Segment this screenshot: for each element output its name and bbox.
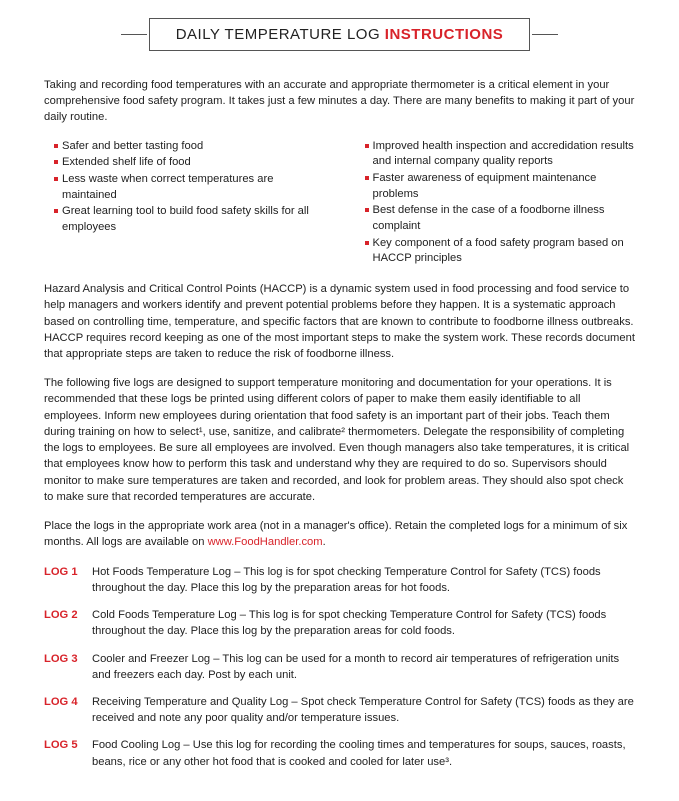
benefit-item: Great learning tool to build food safety…	[54, 204, 325, 235]
log-description: Food Cooling Log – Use this log for reco…	[92, 737, 635, 769]
title-rule-right	[532, 34, 558, 35]
benefit-item: Best defense in the case of a foodborne …	[365, 203, 636, 234]
usage-paragraph: The following five logs are designed to …	[44, 375, 635, 505]
log-description: Receiving Temperature and Quality Log – …	[92, 694, 635, 726]
benefit-item: Faster awareness of equipment maintenanc…	[365, 171, 636, 202]
placement-text-post: .	[323, 536, 326, 548]
log-item: LOG 2 Cold Foods Temperature Log – This …	[44, 607, 635, 639]
benefit-item: Key component of a food safety program b…	[365, 236, 636, 267]
benefits-columns: Safer and better tasting food Extended s…	[44, 139, 635, 268]
benefit-item: Safer and better tasting food	[54, 139, 325, 155]
benefit-item: Extended shelf life of food	[54, 155, 325, 171]
log-label: LOG 2	[44, 607, 92, 639]
title-box: DAILY TEMPERATURE LOG INSTRUCTIONS	[149, 18, 531, 51]
log-label: LOG 3	[44, 651, 92, 683]
placement-paragraph: Place the logs in the appropriate work a…	[44, 518, 635, 550]
title-row: DAILY TEMPERATURE LOG INSTRUCTIONS	[44, 18, 635, 51]
benefits-column-right: Improved health inspection and accredida…	[355, 139, 636, 268]
log-description: Cooler and Freezer Log – This log can be…	[92, 651, 635, 683]
document-page: DAILY TEMPERATURE LOG INSTRUCTIONS Takin…	[0, 0, 679, 801]
log-label: LOG 4	[44, 694, 92, 726]
foodhandler-link[interactable]: www.FoodHandler.com	[208, 536, 323, 548]
title-part1: DAILY TEMPERATURE LOG	[176, 26, 385, 43]
log-item: LOG 1 Hot Foods Temperature Log – This l…	[44, 564, 635, 596]
log-description: Hot Foods Temperature Log – This log is …	[92, 564, 635, 596]
log-item: LOG 3 Cooler and Freezer Log – This log …	[44, 651, 635, 683]
log-label: LOG 1	[44, 564, 92, 596]
benefits-column-left: Safer and better tasting food Extended s…	[44, 139, 325, 268]
log-item: LOG 4 Receiving Temperature and Quality …	[44, 694, 635, 726]
placement-text-pre: Place the logs in the appropriate work a…	[44, 520, 627, 548]
log-description: Cold Foods Temperature Log – This log is…	[92, 607, 635, 639]
intro-paragraph: Taking and recording food temperatures w…	[44, 77, 635, 126]
benefit-item: Improved health inspection and accredida…	[365, 139, 636, 170]
haccp-paragraph: Hazard Analysis and Critical Control Poi…	[44, 281, 635, 362]
title-part2: INSTRUCTIONS	[385, 26, 504, 43]
title-rule-left	[121, 34, 147, 35]
log-label: LOG 5	[44, 737, 92, 769]
benefit-item: Less waste when correct temperatures are…	[54, 172, 325, 203]
log-item: LOG 5 Food Cooling Log – Use this log fo…	[44, 737, 635, 769]
